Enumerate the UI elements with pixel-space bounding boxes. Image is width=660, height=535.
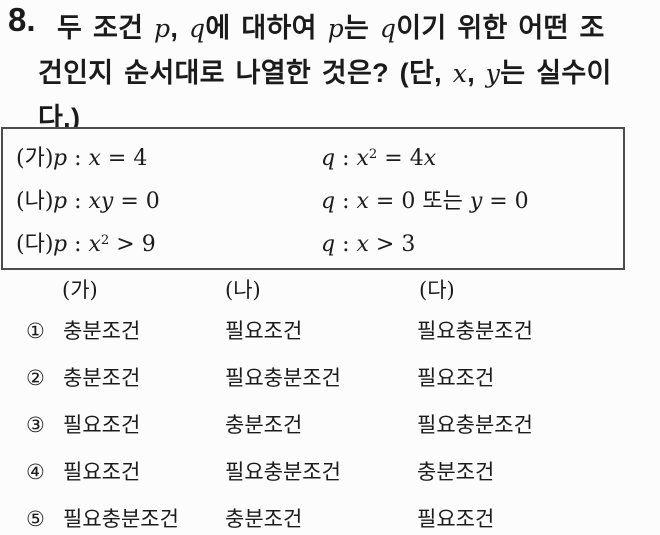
column-header-na: (나) bbox=[225, 278, 261, 302]
choice-cell-na: 필요충분조건 bbox=[225, 366, 341, 390]
choice-cell-ga: 충분조건 bbox=[63, 366, 141, 390]
condition-p-statement: p : xy = 0 bbox=[53, 189, 160, 214]
choice-cell-da: 충분조건 bbox=[417, 460, 495, 484]
choice-cell-da: 필요조건 bbox=[417, 507, 495, 531]
answer-option-1[interactable]: ① 충분조건 필요조건 필요충분조건 bbox=[0, 314, 660, 348]
choice-cell-na: 충분조건 bbox=[225, 507, 303, 531]
choice-cell-da: 필요조건 bbox=[417, 366, 495, 390]
condition-q-statement: q : x = 0 또는 y = 0 bbox=[321, 189, 529, 214]
answer-option-3[interactable]: ③ 필요조건 충분조건 필요충분조건 bbox=[0, 408, 660, 442]
condition-label: (다) bbox=[16, 232, 54, 257]
choice-cell-ga: 필요충분조건 bbox=[63, 507, 179, 531]
answer-option-4[interactable]: ④ 필요조건 필요충분조건 충분조건 bbox=[0, 455, 660, 489]
condition-p-statement: p : x = 4 bbox=[53, 146, 148, 171]
answer-option-2[interactable]: ② 충분조건 필요충분조건 필요조건 bbox=[0, 361, 660, 395]
choice-cell-da: 필요충분조건 bbox=[417, 413, 533, 437]
condition-label: (가) bbox=[16, 146, 54, 171]
choice-circle-number: ② bbox=[26, 366, 45, 390]
condition-row-ga: (가) p : x = 4 q : x2 = 4x bbox=[3, 137, 623, 180]
choice-cell-ga: 충분조건 bbox=[63, 319, 141, 343]
condition-q-statement: q : x > 3 bbox=[321, 232, 416, 257]
choice-circle-number: ④ bbox=[26, 460, 45, 484]
choice-cell-ga: 필요조건 bbox=[63, 413, 141, 437]
column-header-ga: (가) bbox=[62, 278, 98, 302]
choice-cell-na: 필요충분조건 bbox=[225, 460, 341, 484]
column-header-da: (다) bbox=[419, 278, 455, 302]
condition-p-statement: p : x2 > 9 bbox=[53, 232, 156, 257]
condition-label: (나) bbox=[16, 189, 54, 214]
choice-circle-number: ③ bbox=[26, 413, 45, 437]
answer-option-5[interactable]: ⑤ 필요충분조건 충분조건 필요조건 bbox=[0, 502, 660, 535]
choice-circle-number: ⑤ bbox=[26, 507, 45, 531]
conditions-box: (가) p : x = 4 q : x2 = 4x (나) p : xy = 0… bbox=[1, 127, 625, 270]
choice-cell-na: 충분조건 bbox=[225, 413, 303, 437]
question-number: 8. bbox=[8, 1, 36, 38]
choice-cell-na: 필요조건 bbox=[225, 319, 303, 343]
question-line-1: 두 조건 p, q에 대하여 p는 q이기 위한 어떤 조 bbox=[57, 13, 605, 43]
question-stem: 두 조건 p, q에 대하여 p는 q이기 위한 어떤 조 건인지 순서대로 나… bbox=[38, 6, 653, 141]
choice-cell-da: 필요충분조건 bbox=[417, 319, 533, 343]
answer-column-headers: (가) (나) (다) bbox=[0, 272, 660, 308]
choice-cell-ga: 필요조건 bbox=[63, 460, 141, 484]
choice-circle-number: ① bbox=[26, 319, 45, 343]
question-line-2: 건인지 순서대로 나열한 것은? (단, x, y는 실수이 bbox=[38, 58, 612, 88]
condition-row-na: (나) p : xy = 0 q : x = 0 또는 y = 0 bbox=[3, 180, 623, 223]
condition-q-statement: q : x2 = 4x bbox=[321, 146, 437, 171]
condition-row-da: (다) p : x2 > 9 q : x > 3 bbox=[3, 223, 623, 266]
